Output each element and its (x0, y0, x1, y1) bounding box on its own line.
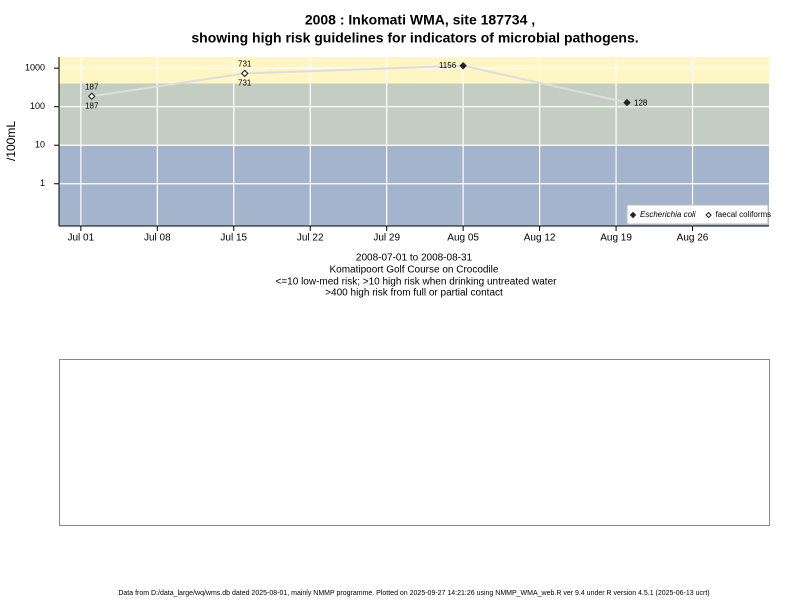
y-tick-label: 1000 (25, 63, 45, 73)
data-point (459, 62, 467, 70)
y-tick-label: 1 (40, 178, 45, 188)
value-label: 187 (85, 82, 99, 91)
x-tick-label: Aug 05 (447, 233, 479, 244)
legend-marker (705, 211, 712, 219)
x-tick-label: Jul 22 (297, 233, 324, 244)
value-label: 731 (238, 79, 252, 88)
value-label: 128 (634, 99, 648, 108)
data-point (240, 69, 249, 78)
y-tick-label: 10 (35, 140, 45, 150)
value-label: 187 (85, 101, 99, 110)
data-point (623, 98, 631, 107)
x-tick-label: Aug 26 (677, 233, 709, 244)
data-point (88, 92, 96, 100)
x-tick-label: Aug 12 (524, 233, 556, 244)
x-tick-label: Jul 08 (144, 233, 171, 244)
x-tick-label: Jul 01 (68, 233, 95, 244)
empty-panel (59, 359, 770, 526)
x-tick-label: Jul 15 (220, 233, 247, 244)
x-tick-label: Aug 19 (600, 233, 632, 244)
caption: Komatipoort Golf Course on Crocodile (330, 265, 499, 276)
legend-box (626, 204, 769, 225)
y-tick-label: 100 (30, 101, 45, 111)
caption: <=10 low-med risk; >10 high risk when dr… (276, 277, 558, 288)
value-label: 1156 (439, 61, 457, 70)
risk-band (59, 83, 769, 146)
caption: 2008-07-01 to 2008-08-31 (356, 253, 473, 264)
chart-title: showing high risk guidelines for indicat… (191, 30, 638, 46)
series-line (91, 64, 628, 104)
legend-marker (629, 211, 637, 219)
footer: Data from D:/data_large/wq/wms.db dated … (118, 590, 709, 597)
y-axis-label: /100mL (4, 121, 18, 161)
legend-label: faecal coliforms (716, 210, 772, 219)
caption: >400 high risk from full or partial cont… (325, 288, 503, 299)
chart-title: 2008 : Inkomati WMA, site 187734 , (305, 12, 535, 28)
value-label: 731 (238, 60, 252, 69)
risk-band (59, 57, 769, 84)
legend-label: Escherichia coli (640, 210, 696, 219)
x-tick-label: Jul 29 (373, 233, 400, 244)
